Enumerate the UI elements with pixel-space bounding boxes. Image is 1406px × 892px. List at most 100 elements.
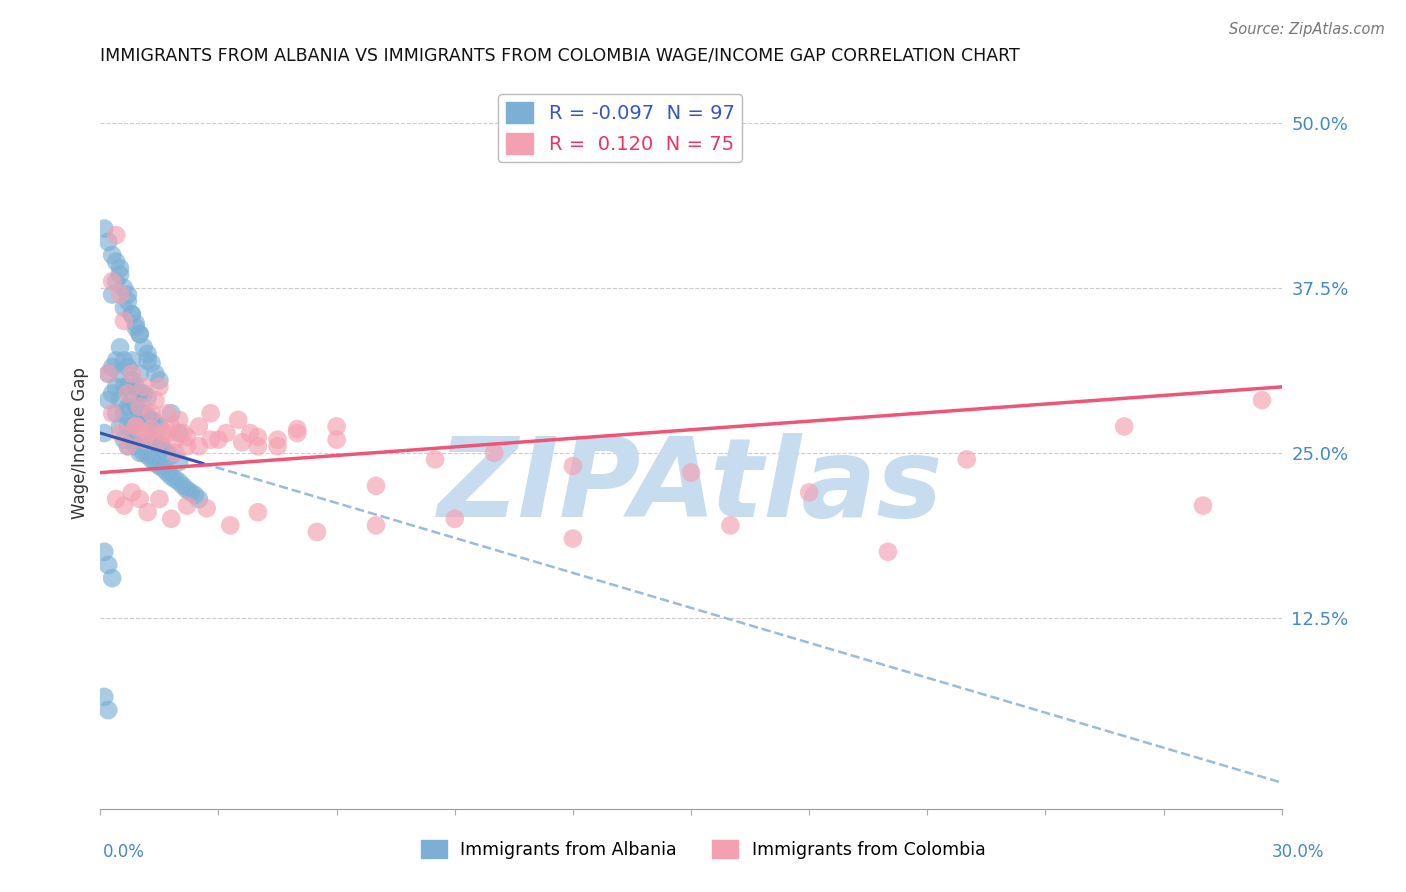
Text: 0.0%: 0.0%: [103, 843, 145, 861]
Point: [132, 406, 155, 420]
Point: [105, 228, 128, 243]
Point: [101, 386, 124, 401]
Point: [180, 485, 202, 500]
Point: [165, 472, 187, 486]
Point: [108, 287, 131, 301]
Point: [117, 400, 139, 414]
Point: [97, 367, 120, 381]
Point: [176, 499, 198, 513]
Point: [956, 452, 979, 467]
Point: [125, 419, 148, 434]
Point: [561, 532, 583, 546]
Point: [132, 386, 155, 401]
Point: [132, 425, 155, 440]
Point: [128, 491, 150, 506]
Point: [148, 435, 170, 450]
Point: [121, 367, 143, 381]
Point: [165, 433, 187, 447]
Point: [148, 458, 170, 473]
Point: [136, 391, 159, 405]
Point: [160, 406, 183, 420]
Point: [285, 425, 308, 440]
Point: [128, 386, 150, 401]
Point: [112, 380, 135, 394]
Point: [136, 353, 159, 368]
Point: [156, 446, 179, 460]
Point: [1192, 499, 1215, 513]
Point: [101, 287, 124, 301]
Point: [117, 439, 139, 453]
Point: [136, 409, 159, 423]
Point: [176, 439, 198, 453]
Point: [148, 380, 170, 394]
Point: [128, 425, 150, 440]
Point: [215, 425, 238, 440]
Point: [184, 488, 207, 502]
Point: [305, 524, 328, 539]
Point: [172, 479, 194, 493]
Point: [125, 380, 148, 394]
Text: 30.0%: 30.0%: [1272, 843, 1324, 861]
Point: [160, 512, 183, 526]
Point: [167, 475, 190, 489]
Point: [112, 433, 135, 447]
Point: [128, 406, 150, 420]
Point: [117, 439, 139, 453]
Point: [101, 274, 124, 288]
Point: [97, 703, 120, 717]
Point: [132, 433, 155, 447]
Point: [156, 406, 179, 420]
Point: [121, 373, 143, 387]
Point: [136, 430, 159, 444]
Point: [200, 433, 222, 447]
Point: [266, 439, 288, 453]
Point: [93, 221, 115, 235]
Point: [239, 425, 262, 440]
Point: [101, 406, 124, 420]
Point: [128, 367, 150, 381]
Legend: Immigrants from Albania, Immigrants from Colombia: Immigrants from Albania, Immigrants from…: [413, 833, 993, 865]
Point: [167, 455, 190, 469]
Point: [156, 425, 179, 440]
Point: [128, 446, 150, 460]
Point: [101, 360, 124, 375]
Point: [561, 458, 583, 473]
Point: [108, 425, 131, 440]
Point: [152, 425, 174, 440]
Point: [105, 491, 128, 506]
Point: [145, 416, 167, 430]
Point: [128, 327, 150, 342]
Point: [200, 406, 222, 420]
Point: [145, 456, 167, 470]
Point: [136, 425, 159, 440]
Text: IMMIGRANTS FROM ALBANIA VS IMMIGRANTS FROM COLOMBIA WAGE/INCOME GAP CORRELATION : IMMIGRANTS FROM ALBANIA VS IMMIGRANTS FR…: [100, 46, 1021, 64]
Text: ZIPAtlas: ZIPAtlas: [439, 434, 943, 541]
Point: [364, 518, 387, 533]
Point: [125, 439, 148, 453]
Point: [117, 386, 139, 401]
Point: [105, 274, 128, 288]
Point: [132, 380, 155, 394]
Point: [108, 367, 131, 381]
Point: [121, 307, 143, 321]
Point: [121, 307, 143, 321]
Point: [141, 356, 163, 370]
Point: [207, 433, 229, 447]
Point: [325, 419, 347, 434]
Point: [112, 499, 135, 513]
Point: [136, 505, 159, 519]
Point: [145, 367, 167, 381]
Point: [718, 518, 741, 533]
Point: [121, 485, 143, 500]
Point: [187, 439, 209, 453]
Point: [152, 442, 174, 456]
Point: [105, 406, 128, 420]
Point: [364, 479, 387, 493]
Point: [97, 558, 120, 572]
Point: [128, 400, 150, 414]
Point: [108, 261, 131, 276]
Point: [112, 406, 135, 420]
Point: [156, 466, 179, 480]
Point: [226, 413, 249, 427]
Text: Source: ZipAtlas.com: Source: ZipAtlas.com: [1229, 22, 1385, 37]
